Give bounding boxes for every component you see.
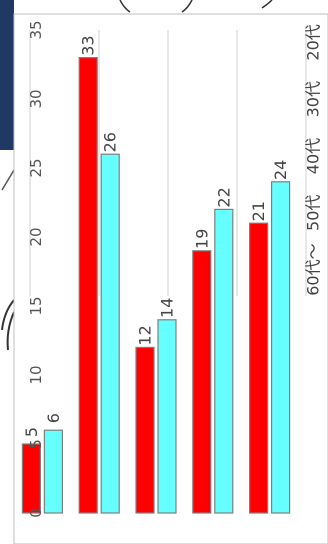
data-label: 22 <box>214 187 233 207</box>
connector-bracket-upper <box>1 299 15 331</box>
category-label: 30代 <box>304 81 323 117</box>
top-decoration <box>119 0 273 13</box>
navy-panel <box>0 0 14 150</box>
bar-red-1 <box>21 443 41 514</box>
data-label: 12 <box>136 325 155 345</box>
category-label: 50代 <box>304 195 323 231</box>
bar-cyan-3 <box>157 319 177 514</box>
tick-label: 30 <box>27 89 45 108</box>
category-label: 40代 <box>304 138 323 174</box>
data-label: 24 <box>271 160 290 180</box>
bar-cyan-5 <box>271 181 291 514</box>
category-label: 20代 <box>304 24 323 60</box>
connector-bracket-lower <box>6 311 15 351</box>
bar-cyan-1 <box>43 429 64 514</box>
tick-label: 5 <box>27 439 45 449</box>
data-label: 26 <box>101 132 120 152</box>
bar-red-4 <box>192 250 212 514</box>
tick-label: 25 <box>27 158 45 177</box>
top-arc-mid <box>181 0 193 13</box>
data-label: 6 <box>44 413 63 423</box>
bar-cyan-2 <box>100 153 120 514</box>
bar-red-5 <box>249 222 269 514</box>
tick-label: 20 <box>27 227 45 246</box>
bar-series <box>21 56 291 514</box>
category-label: 60代～ <box>304 243 323 295</box>
data-label: 5 <box>22 427 41 437</box>
top-arc-right <box>261 0 273 9</box>
data-label: 19 <box>192 229 211 249</box>
data-label: 21 <box>249 201 268 221</box>
bar-red-3 <box>135 346 155 514</box>
bar-red-2 <box>78 56 98 514</box>
bar-cyan-4 <box>214 208 234 514</box>
connector-line-top <box>1 169 15 191</box>
left-decoration <box>0 0 15 351</box>
tick-label: 0 <box>27 508 45 518</box>
tick-label: 35 <box>27 20 45 39</box>
tick-label: 10 <box>27 365 45 384</box>
tick-label: 15 <box>27 296 45 315</box>
data-label: 33 <box>79 35 98 55</box>
top-arc-left <box>119 0 131 13</box>
data-label: 14 <box>158 298 177 318</box>
gridlines <box>29 30 307 296</box>
